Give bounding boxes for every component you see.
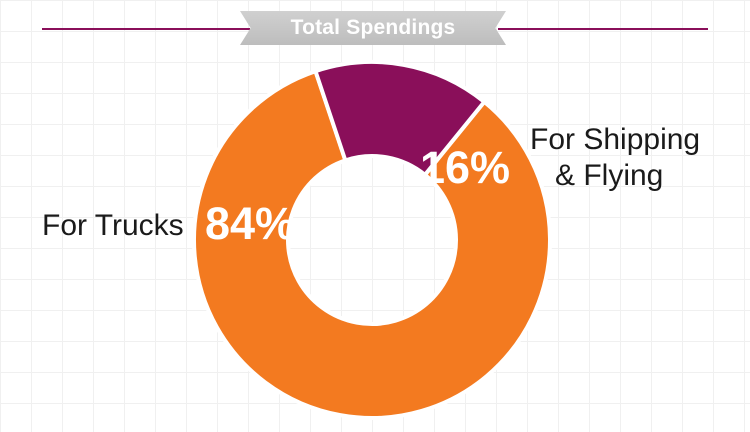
data-label-trucks: 84% — [205, 198, 296, 249]
legend-label-shipping-line1: For Shipping — [530, 123, 701, 156]
slice-trucks — [192, 69, 552, 420]
title-banner — [240, 11, 506, 45]
title-rule-right — [498, 28, 708, 30]
chart-title: Total Spendings — [290, 16, 456, 39]
data-label-shipping: 16% — [420, 142, 511, 193]
legend-label-shipping: For Shipping & Flying — [530, 122, 700, 194]
legend-label-shipping-line2: & Flying — [555, 159, 664, 192]
legend-label-trucks: For Trucks — [42, 208, 184, 244]
legend-label-trucks-text: For Trucks — [42, 209, 184, 242]
title-rule-left — [42, 28, 250, 30]
slice-shipping — [313, 60, 487, 177]
